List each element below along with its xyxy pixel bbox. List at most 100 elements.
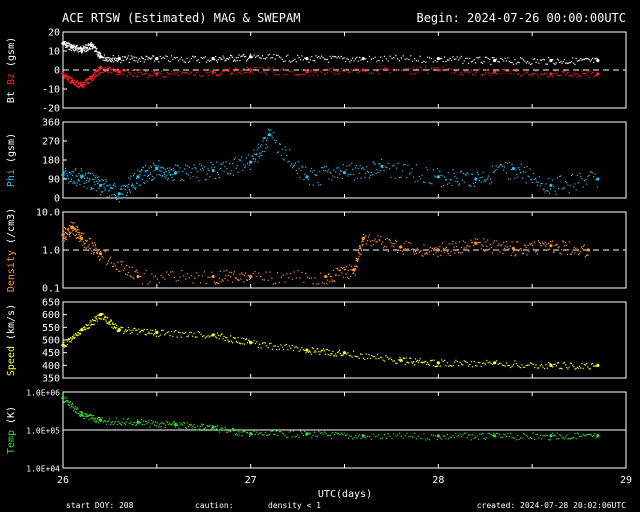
data-dot-mag xyxy=(321,71,323,73)
data-dot-mag xyxy=(116,57,118,60)
data-dot-mag xyxy=(121,69,123,71)
data-point-density xyxy=(98,252,103,256)
data-dot-mag xyxy=(247,68,250,70)
data-dot-mag xyxy=(79,81,81,83)
data-dot-phi xyxy=(129,190,131,192)
data-dot-phi xyxy=(371,174,373,176)
data-dot-mag xyxy=(545,63,547,65)
data-dot-speed xyxy=(543,368,546,370)
data-dot-phi xyxy=(380,170,382,172)
data-dot-phi xyxy=(563,187,566,189)
data-dot-speed xyxy=(452,365,454,367)
data-dot-speed xyxy=(155,335,158,337)
data-dot-speed xyxy=(71,335,74,338)
data-dot-phi xyxy=(91,187,93,189)
data-dot-mag xyxy=(575,57,577,60)
data-dot-mag xyxy=(112,54,114,57)
data-dot-mag xyxy=(287,70,289,72)
data-dot-temp xyxy=(182,424,184,426)
data-dot-speed xyxy=(197,331,199,333)
data-dot-speed xyxy=(122,326,124,329)
data-dot-temp xyxy=(126,418,129,421)
data-dot-density xyxy=(224,277,226,280)
data-dot-mag xyxy=(370,72,372,74)
data-dot-mag xyxy=(343,70,345,72)
data-dot-speed xyxy=(283,349,285,351)
data-dot-mag xyxy=(63,44,65,46)
data-dot-temp xyxy=(142,420,144,422)
data-dot-phi xyxy=(478,180,480,182)
data-dot-density xyxy=(426,252,428,254)
data-dot-speed xyxy=(570,362,573,364)
data-dot-density xyxy=(487,239,489,241)
data-dot-density xyxy=(580,250,582,252)
data-dot-phi xyxy=(238,159,240,161)
data-dot-mag xyxy=(301,69,303,71)
data-dot-mag xyxy=(103,67,105,70)
data-dot-temp xyxy=(432,434,434,436)
data-dot-temp xyxy=(181,423,183,425)
data-dot-phi xyxy=(274,139,276,141)
data-dot-density xyxy=(245,272,247,274)
data-dot-density xyxy=(145,269,147,272)
data-dot-phi xyxy=(206,173,208,175)
data-dot-mag xyxy=(128,61,130,64)
data-dot-density xyxy=(524,245,526,247)
data-dot-phi xyxy=(184,164,187,166)
data-dot-speed xyxy=(302,349,304,351)
data-dot-speed xyxy=(330,353,332,355)
data-dot-phi xyxy=(591,172,594,174)
data-dot-temp xyxy=(136,423,138,426)
data-dot-mag xyxy=(146,56,148,58)
data-dot-mag xyxy=(415,68,418,70)
data-dot-mag xyxy=(85,79,87,81)
data-dot-mag xyxy=(166,72,168,74)
data-dot-temp xyxy=(238,434,240,436)
data-dot-phi xyxy=(336,176,339,178)
data-dot-density xyxy=(547,249,549,251)
data-dot-phi xyxy=(262,140,264,142)
data-dot-density xyxy=(449,254,451,257)
data-dot-mag xyxy=(84,51,86,53)
data-dot-density xyxy=(503,241,505,244)
data-dot-mag xyxy=(330,57,333,59)
data-dot-density xyxy=(454,252,456,254)
data-dot-mag xyxy=(73,46,75,48)
data-dot-phi xyxy=(128,177,130,179)
data-dot-density xyxy=(352,272,354,274)
y-tick-label-mag: 20 xyxy=(48,28,60,39)
data-dot-density xyxy=(443,251,446,253)
data-dot-temp xyxy=(167,421,169,424)
data-dot-temp xyxy=(469,434,471,436)
data-dot-mag xyxy=(557,75,560,77)
data-dot-phi xyxy=(146,180,148,182)
data-dot-phi xyxy=(195,168,197,170)
data-dot-phi xyxy=(549,192,551,194)
data-dot-density xyxy=(331,279,333,281)
data-dot-mag xyxy=(483,74,485,76)
data-dot-phi xyxy=(278,143,281,145)
data-dot-density xyxy=(68,233,70,235)
data-dot-mag xyxy=(595,57,597,59)
data-dot-mag xyxy=(224,60,226,62)
data-dot-mag xyxy=(490,63,492,66)
data-dot-mag xyxy=(129,74,131,76)
data-dot-phi xyxy=(579,172,581,175)
data-dot-mag xyxy=(235,68,237,70)
data-dot-speed xyxy=(121,327,123,329)
data-dot-mag xyxy=(340,55,342,58)
data-dot-speed xyxy=(367,357,369,360)
data-dot-phi xyxy=(154,166,157,168)
data-dot-phi xyxy=(528,176,530,178)
data-dot-speed xyxy=(568,366,570,368)
data-dot-speed xyxy=(397,359,400,361)
data-point-mag xyxy=(549,72,553,76)
data-dot-phi xyxy=(360,177,362,179)
data-dot-mag xyxy=(559,75,561,77)
data-dot-density xyxy=(231,281,234,283)
data-dot-mag xyxy=(136,57,138,59)
data-dot-phi xyxy=(324,169,326,172)
data-dot-density xyxy=(134,271,136,273)
data-dot-density xyxy=(419,251,421,253)
data-dot-mag xyxy=(591,71,594,73)
